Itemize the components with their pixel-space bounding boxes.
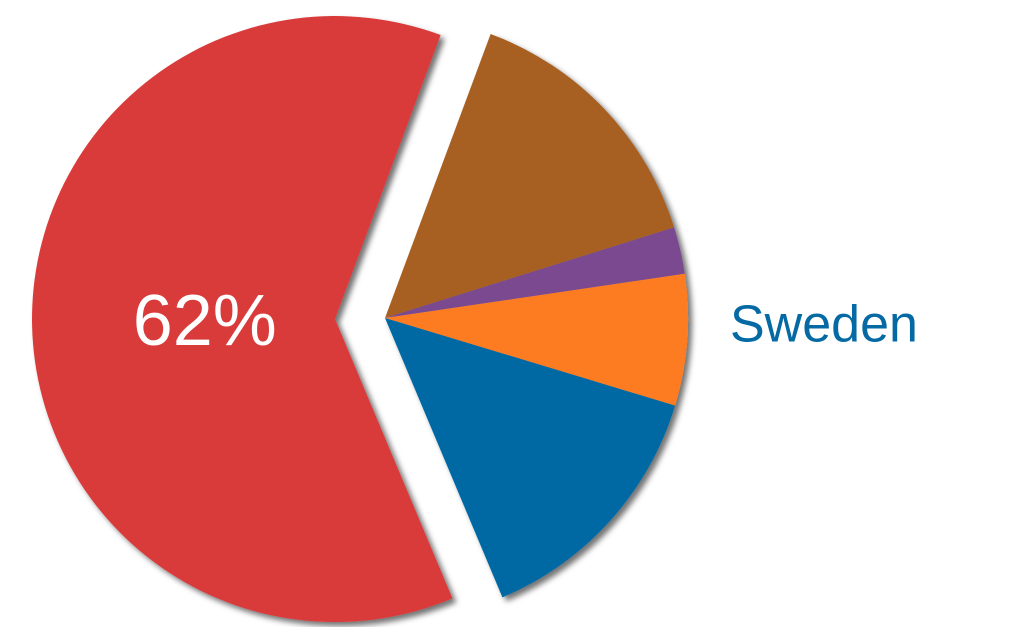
pie-slice: [32, 16, 453, 623]
pie-slice: [385, 34, 675, 319]
pie-slice: [385, 273, 688, 406]
value-label: 62%: [133, 281, 277, 361]
slice-label: Sweden: [730, 296, 918, 354]
pie-slice: [385, 318, 676, 598]
pie-slice: [385, 227, 685, 318]
pie: [32, 16, 688, 623]
